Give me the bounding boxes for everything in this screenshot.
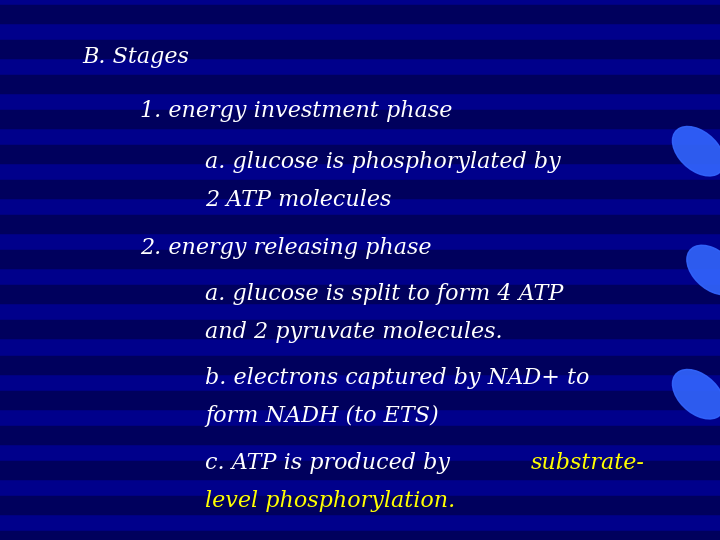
Text: B. Stages: B. Stages xyxy=(83,46,189,68)
Text: a. glucose is split to form 4 ATP: a. glucose is split to form 4 ATP xyxy=(205,284,564,305)
Text: b. electrons captured by NAD+ to: b. electrons captured by NAD+ to xyxy=(205,367,590,389)
Text: a. glucose is phosphorylated by: a. glucose is phosphorylated by xyxy=(205,151,561,173)
Text: c. ATP is produced by: c. ATP is produced by xyxy=(205,452,457,474)
Text: level phosphorylation.: level phosphorylation. xyxy=(205,490,456,511)
Ellipse shape xyxy=(687,245,720,295)
Text: form NADH (to ETS): form NADH (to ETS) xyxy=(205,405,438,427)
Text: 2. energy releasing phase: 2. energy releasing phase xyxy=(140,238,432,259)
Text: substrate-: substrate- xyxy=(531,452,644,474)
Text: 1. energy investment phase: 1. energy investment phase xyxy=(140,100,453,122)
Text: 2 ATP molecules: 2 ATP molecules xyxy=(205,189,392,211)
Ellipse shape xyxy=(672,126,720,176)
Ellipse shape xyxy=(672,369,720,419)
Text: and 2 pyruvate molecules.: and 2 pyruvate molecules. xyxy=(205,321,503,343)
